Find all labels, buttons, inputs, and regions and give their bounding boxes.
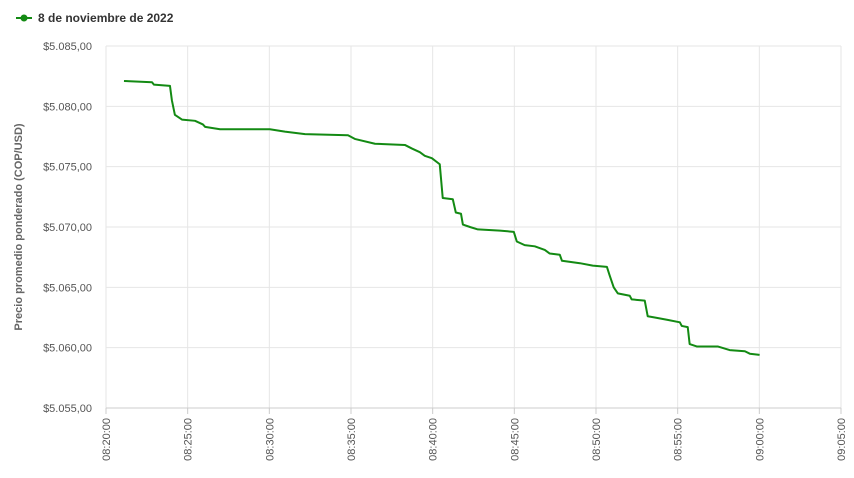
legend-symbol bbox=[20, 14, 28, 22]
y-axis-label: Precio promedio ponderado (COP/USD) bbox=[13, 123, 25, 331]
y-tick-label: $5.080,00 bbox=[43, 101, 92, 113]
x-tick-label: 09:05:00 bbox=[836, 418, 848, 461]
y-tick-label: $5.060,00 bbox=[43, 343, 92, 355]
y-tick-label: $5.075,00 bbox=[43, 162, 92, 174]
y-tick-label: $5.065,00 bbox=[43, 282, 92, 294]
x-tick-label: 08:40:00 bbox=[428, 418, 440, 461]
x-tick-label: 08:55:00 bbox=[673, 418, 685, 461]
line-series bbox=[123, 79, 760, 356]
x-tick-label: 09:00:00 bbox=[754, 418, 766, 461]
x-tick-label: 08:45:00 bbox=[509, 418, 521, 461]
y-tick-label: $5.055,00 bbox=[43, 403, 92, 415]
x-tick-label: 08:30:00 bbox=[264, 418, 276, 461]
y-tick-label: $5.085,00 bbox=[43, 41, 92, 53]
x-tick-label: 08:35:00 bbox=[346, 418, 358, 461]
legend-label: 8 de noviembre de 2022 bbox=[38, 11, 174, 25]
x-tick-label: 08:25:00 bbox=[183, 418, 195, 461]
y-tick-label: $5.070,00 bbox=[43, 222, 92, 234]
x-tick-label: 08:50:00 bbox=[591, 418, 603, 461]
x-tick-label: 08:20:00 bbox=[101, 418, 113, 461]
